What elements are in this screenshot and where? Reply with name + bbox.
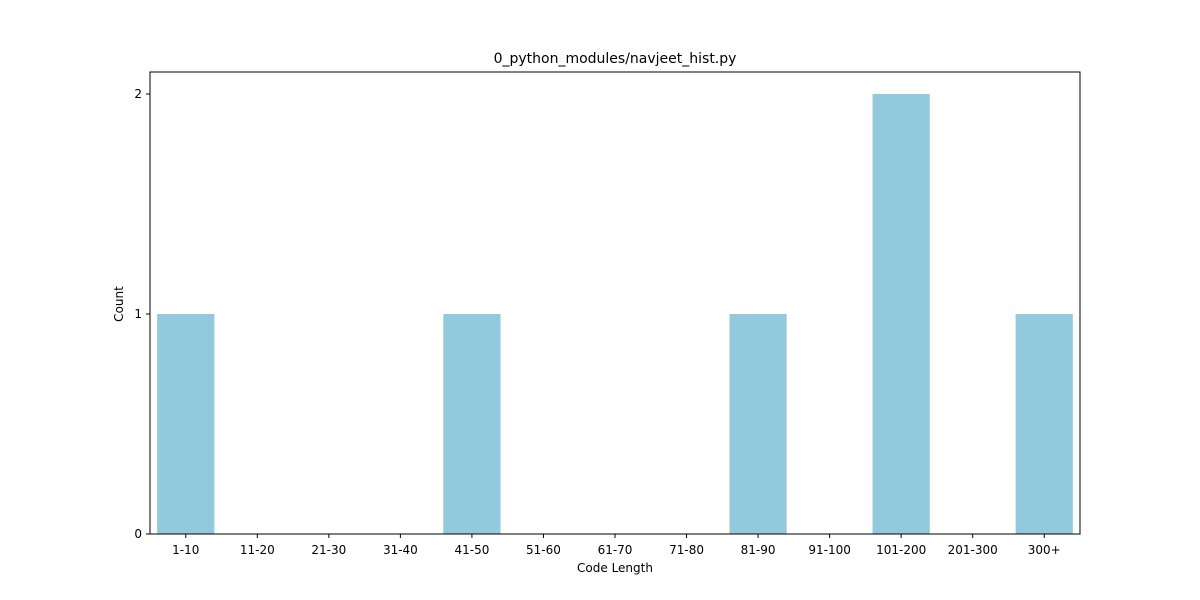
plot-area-frame (149, 71, 1081, 535)
x-tick-label: 31-40 (383, 543, 418, 557)
x-tick-label: 51-60 (526, 543, 561, 557)
x-tick-label: 201-300 (948, 543, 998, 557)
bar-41-50 (443, 314, 501, 534)
x-tick-label: 71-80 (669, 543, 704, 557)
bar-300+ (1015, 314, 1073, 534)
x-axis-label: Code Length (577, 561, 653, 575)
x-tick-label: 91-100 (808, 543, 851, 557)
y-tick-label: 1 (134, 307, 142, 321)
x-tick-label: 41-50 (454, 543, 489, 557)
x-tick-label: 101-200 (876, 543, 926, 557)
bar-101-200 (872, 94, 930, 534)
x-tick-label: 300+ (1028, 543, 1061, 557)
x-tick-label: 1-10 (172, 543, 199, 557)
y-axis-ticks: 0 1 2 (134, 87, 150, 541)
y-tick-label: 2 (134, 87, 142, 101)
bar-81-90 (729, 314, 787, 534)
bar-1-10 (157, 314, 215, 534)
chart-title: 0_python_modules/navjeet_hist.py (494, 51, 737, 67)
y-tick-label: 0 (134, 527, 142, 541)
x-tick-label: 21-30 (311, 543, 346, 557)
x-tick-label: 11-20 (240, 543, 275, 557)
y-axis-label: Count (112, 286, 126, 322)
x-tick-label: 61-70 (598, 543, 633, 557)
bars-group (157, 94, 1073, 534)
x-tick-label: 81-90 (741, 543, 776, 557)
x-axis-ticks: 1-10 11-20 21-30 31-40 41-50 51-60 61-70 71-80 8… (172, 534, 1061, 557)
